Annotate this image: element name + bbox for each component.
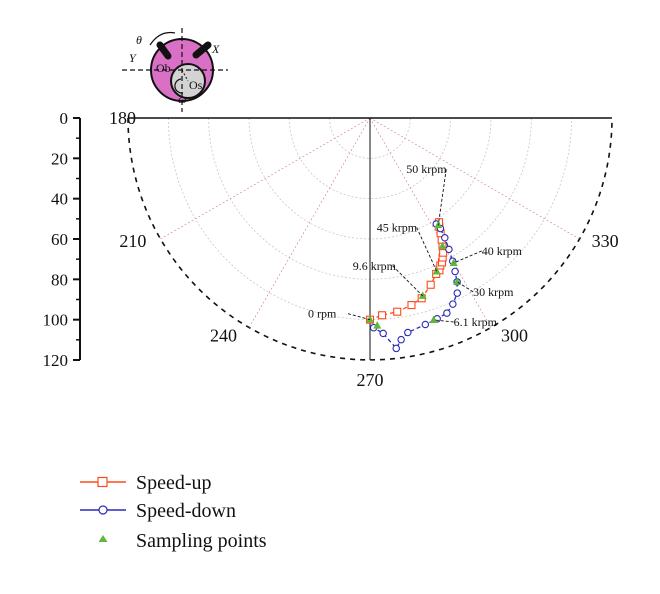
data-point-speed-up [426,280,435,289]
annotation-6-1-krpm: 6.1 krpm [454,315,498,329]
grid-circle [329,117,411,159]
data-point-speed-down [421,320,430,329]
data-point-speed-down [449,300,457,308]
probe-y [156,41,172,60]
legend-label-speed-up: Speed-up [136,472,212,494]
data-point-sampling-points [438,241,447,250]
legend: Speed-up Speed-down Sampling points [80,472,267,552]
probe-x [192,41,212,59]
annotation-leader-30-krpm [456,281,474,293]
grid-spoke [369,117,580,240]
schematic-label-y: Y [129,51,137,65]
data-point-sampling-points [366,315,374,323]
data-point-speed-up [407,300,416,310]
data-point-sampling-points [449,258,458,266]
grid-circle [288,117,452,200]
annotation-leader-9-6-krpm [392,265,424,297]
legend-entry-sampling-points: Sampling points [98,530,267,552]
annotation-45-krpm: 45 krpm [377,221,418,235]
angle-label-180: 180 [109,108,136,128]
data-point-speed-down [392,344,401,353]
grid-spoke [160,117,371,240]
legend-label-speed-down: Speed-down [136,500,236,522]
legend-label-sampling-points: Sampling points [136,530,267,552]
annotation-leader-40-krpm [453,250,482,264]
angle-label-330: 330 [592,231,619,251]
annotation-leader-50-krpm [437,169,447,226]
data-point-speed-down [379,329,387,338]
radial-tick-label: 60 [51,230,68,249]
rotor-schematic: θ Y X Ob Os ω [122,28,228,112]
schematic-label-omega: ω [178,92,186,106]
annotation-leader-0-rpm [347,313,371,321]
schematic-label-x: X [211,42,220,56]
radial-tick-label: 40 [51,190,68,209]
radial-axis: 0 20 40 60 80 100 120 [43,109,81,370]
radial-tick-label: 20 [51,149,68,168]
annotation-layer: 0 rpm 9.6 krpm 45 krpm 50 krpm 40 krpm 30 krp… [308,162,523,329]
legend-entry-speed-down: Speed-down [80,500,236,522]
series-speed-down [369,220,462,353]
data-point-speed-down [404,328,412,337]
omega-arrow-icon [174,78,184,94]
annotation-40-krpm: 40 krpm [482,244,523,258]
radial-tick-label: 80 [51,270,68,289]
annotation-leader-6-1-krpm [433,319,454,323]
data-point-speed-down [397,335,405,344]
schematic-label-ob: Ob [156,61,171,75]
data-point-speed-down [451,267,459,276]
data-point-speed-down [441,233,449,242]
grid-spoke [248,117,371,328]
annotation-0-rpm: 0 rpm [308,307,337,321]
radial-tick-label: 100 [43,311,69,330]
angle-label-210: 210 [119,231,146,251]
legend-entry-speed-up: Speed-up [80,472,212,494]
schematic-label-theta: θ [136,33,142,47]
grid-spoke [369,117,492,328]
annotation-9-6-krpm: 9.6 krpm [353,259,397,273]
data-point-speed-down [453,289,462,297]
angle-label-270: 270 [357,370,384,390]
data-point-sampling-points [373,321,382,329]
angle-label-300: 300 [501,326,528,346]
angle-label-240: 240 [210,326,237,346]
outer-arc [127,117,613,361]
data-point-speed-down [443,309,451,317]
annotation-30-krpm: 30 krpm [473,285,514,299]
radial-tick-label: 120 [43,351,69,370]
data-point-sampling-points [418,291,427,299]
series-layer [365,218,462,353]
data-point-speed-up [378,311,387,320]
angular-tick-labels: 180 210 240 270 300 330 [109,108,619,390]
data-point-speed-up [393,307,402,316]
annotation-50-krpm: 50 krpm [406,162,447,176]
data-point-speed-down [445,245,453,254]
schematic-label-os: Os [189,78,203,92]
theta-arc-icon [149,31,176,46]
data-point-sampling-points [429,315,438,323]
annotation-leader-45-krpm [416,227,438,272]
radial-tick-label: 0 [60,109,69,128]
